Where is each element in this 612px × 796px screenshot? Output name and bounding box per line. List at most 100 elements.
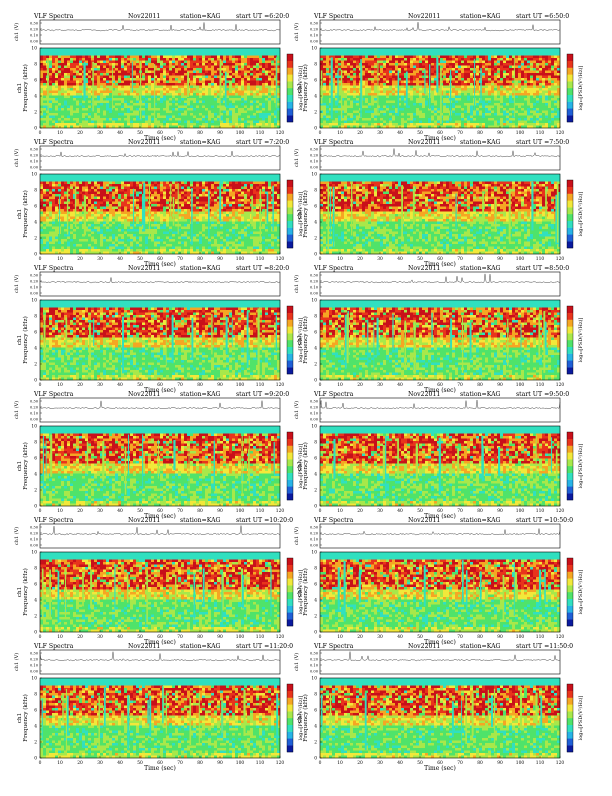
spectrum-cell: [521, 63, 524, 66]
spectrum-cell: [226, 113, 229, 116]
spectrum-cell: [88, 83, 91, 86]
spectrum-cell: [145, 83, 148, 86]
spectrum-cell: [73, 76, 76, 79]
spectrum-cell: [250, 83, 253, 86]
spectrum-cell: [323, 53, 326, 56]
spectrum-cell: [124, 118, 127, 121]
spectrum-cell: [383, 118, 386, 121]
spectrum-cell: [58, 108, 61, 111]
spectrum-cell: [88, 103, 91, 106]
spectrum-cell: [130, 116, 133, 119]
spectrum-cell: [401, 71, 404, 74]
spectrum-cell: [365, 113, 368, 116]
spectrum-cell: [419, 116, 422, 119]
spectrum-cell: [97, 83, 100, 86]
spectrum-cell: [265, 106, 268, 109]
spectrum-cell: [476, 98, 479, 101]
spectrum-cell: [106, 91, 109, 94]
spectrum-cell: [124, 63, 127, 66]
spectrum-cell: [536, 56, 539, 59]
spectrum-cell: [347, 51, 350, 54]
spectrum-cell: [145, 101, 148, 104]
spectrum-cell: [527, 91, 530, 94]
spectrum-cell: [145, 81, 148, 84]
spectrum-cell: [347, 63, 350, 66]
spectrum-cell: [533, 88, 536, 91]
spectrum-cell: [271, 71, 274, 74]
spectrum-cell: [326, 98, 329, 101]
spectrum-cell: [545, 78, 548, 81]
spectrum-cell: [67, 78, 70, 81]
spectrum-cell: [193, 118, 196, 121]
spectrum-cell: [208, 78, 211, 81]
spectrum-cell: [193, 108, 196, 111]
spectrum-cell: [320, 61, 323, 64]
spectrum-cell: [533, 63, 536, 66]
spectrum-cell: [202, 51, 205, 54]
spectrum-cell: [482, 93, 485, 96]
spectrum-cell: [413, 103, 416, 106]
spectrum-cell: [398, 53, 401, 56]
spectrum-cell: [431, 116, 434, 119]
spectrum-cell: [223, 51, 226, 54]
spectrum-cell: [413, 56, 416, 59]
spectrum-cell: [515, 61, 518, 64]
spectrum-cell: [244, 88, 247, 91]
spectrum-cell: [449, 61, 452, 64]
spectrum-cell: [199, 61, 202, 64]
spectrum-cell: [214, 93, 217, 96]
spectrum-cell: [518, 48, 521, 51]
spectrum-cell: [169, 58, 172, 61]
spectrum-cell: [506, 66, 509, 69]
spectrum-cell: [163, 71, 166, 74]
spectrum-cell: [238, 98, 241, 101]
spectrum-cell: [377, 58, 380, 61]
spectrum-cell: [232, 48, 235, 51]
spectrum-cell: [329, 48, 332, 51]
spectrum-cell: [88, 48, 91, 51]
spectrum-cell: [127, 66, 130, 69]
spectrum-cell: [359, 56, 362, 59]
spectrum-cell: [374, 118, 377, 121]
spectrum-cell: [97, 106, 100, 109]
spectrum-cell: [202, 53, 205, 56]
spectrum-cell: [97, 53, 100, 56]
spectrum-cell: [214, 116, 217, 119]
spectrum-cell: [211, 103, 214, 106]
spectrum-cell: [476, 86, 479, 89]
spectrum-cell: [554, 51, 557, 54]
spectrum-cell: [530, 66, 533, 69]
spectrum-cell: [521, 116, 524, 119]
spectrum-cell: [97, 76, 100, 79]
spectrum-cell: [434, 53, 437, 56]
spectrum-cell: [473, 53, 476, 56]
spectrum-cell: [527, 66, 530, 69]
spectrum-cell: [193, 81, 196, 84]
spectrum-cell: [103, 68, 106, 71]
spectrum-cell: [73, 91, 76, 94]
spectrum-cell: [437, 106, 440, 109]
spectrum-cell: [458, 68, 461, 71]
spectrum-cell: [70, 108, 73, 111]
spectrum-cell: [88, 118, 91, 121]
spectrum-cell: [419, 93, 422, 96]
spectrum-cell: [199, 101, 202, 104]
spectrum-cell: [335, 63, 338, 66]
spectrum-cell: [259, 76, 262, 79]
spectrum-cell: [401, 108, 404, 111]
spectrum-cell: [178, 63, 181, 66]
spectrum-cell: [202, 96, 205, 99]
spectrum-cell: [533, 83, 536, 86]
spectrum-cell: [542, 51, 545, 54]
spectrum-cell: [250, 88, 253, 91]
spectrum-cell: [383, 106, 386, 109]
spectrum-cell: [187, 116, 190, 119]
spectrum-cell: [506, 53, 509, 56]
spectrum-cell: [467, 91, 470, 94]
spectrum-cell: [262, 56, 265, 59]
spectrum-cell: [262, 73, 265, 76]
spectrum-cell: [205, 73, 208, 76]
spectrum-cell: [226, 123, 229, 126]
spectrum-cell: [350, 81, 353, 84]
spectrum-cell: [94, 56, 97, 59]
